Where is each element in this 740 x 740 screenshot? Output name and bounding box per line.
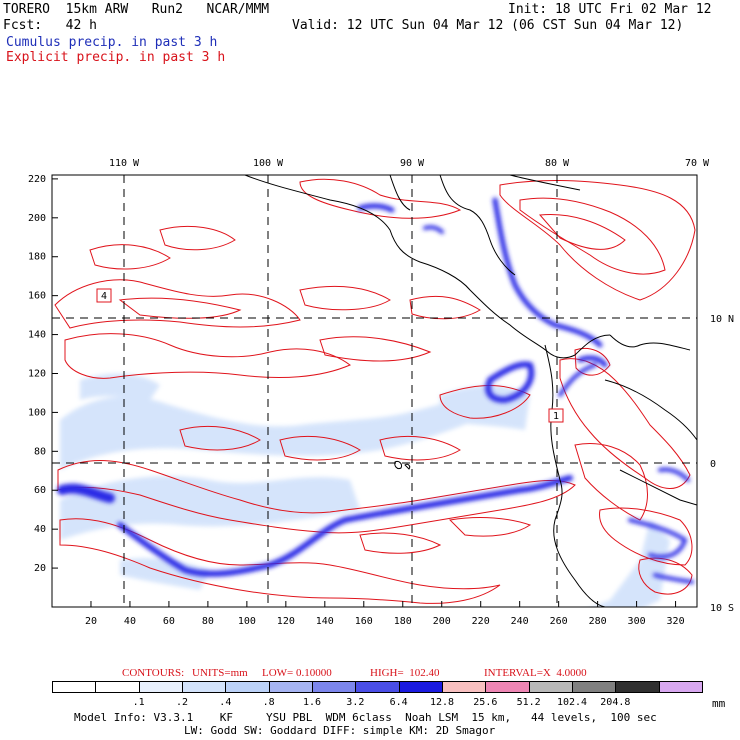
lon-label-90w: 90 W — [400, 158, 425, 169]
x-tick-label: 60 — [163, 616, 175, 627]
contour-units: UNITS=mm — [192, 667, 248, 679]
lon-label-80w: 80 W — [545, 158, 570, 169]
x-tick-label: 320 — [667, 616, 685, 627]
colorbar-label: .4 — [219, 697, 232, 708]
contour-interval: INTERVAL=X 4.0000 — [484, 667, 587, 679]
x-tick-label: 300 — [628, 616, 646, 627]
x-tick-label: 100 — [238, 616, 256, 627]
y-tick-label: 200 — [28, 213, 46, 224]
colorbar-swatch — [52, 681, 97, 693]
x-tick-label: 240 — [511, 616, 529, 627]
y-tick-label: 120 — [28, 368, 46, 379]
station-label-4: 4 — [101, 291, 107, 302]
contour-high: HIGH= 102.40 — [370, 667, 440, 679]
cumulus-legend-label: Cumulus precip. in past 3 h — [6, 35, 218, 50]
map-frame — [51, 174, 698, 608]
contour-low: LOW= 0.10000 — [262, 667, 332, 679]
lon-label-100w: 100 W — [253, 158, 284, 169]
colorbar-swatch — [95, 681, 140, 693]
y-tick-label: 40 — [34, 524, 46, 535]
colorbar-swatch — [442, 681, 487, 693]
colorbar-label: .2 — [175, 697, 189, 708]
colorbar-swatch — [658, 681, 703, 693]
explicit-legend-label: Explicit precip. in past 3 h — [6, 50, 226, 65]
x-tick-label: 140 — [316, 616, 334, 627]
x-tick-label: 40 — [124, 616, 136, 627]
colorbar-label: 204.8 — [600, 697, 631, 708]
colorbar-label: .8 — [262, 697, 275, 708]
station-box-4 — [96, 288, 112, 303]
colorbar-label: 102.4 — [556, 697, 588, 708]
lat-label-eq: 0 — [710, 459, 716, 470]
y-tick-label: 80 — [34, 446, 46, 457]
cumulus-precip-heavy — [57, 197, 694, 584]
station-box-1 — [548, 408, 564, 423]
colorbar-swatch — [182, 681, 227, 693]
init-time: Init: 18 UTC Fri 02 Mar 12 — [508, 2, 712, 17]
x-tick-label: 180 — [394, 616, 412, 627]
x-tick-label: 200 — [433, 616, 451, 627]
x-tick-label: 20 — [85, 616, 97, 627]
y-tick-label: 20 — [34, 563, 46, 574]
x-tick-label: 280 — [589, 616, 607, 627]
colorbar-swatch — [312, 681, 357, 693]
graticule — [52, 175, 697, 607]
colorbar-label: 3.2 — [346, 697, 365, 708]
x-tick-label: 80 — [202, 616, 214, 627]
colorbar-label: 1.6 — [302, 697, 322, 708]
valid-time: Valid: 12 UTC Sun 04 Mar 12 (06 CST Sun … — [292, 18, 684, 33]
cumulus-precip-light — [60, 373, 670, 607]
x-tick-label: 120 — [277, 616, 295, 627]
colorbar-label: 6.4 — [389, 697, 408, 708]
x-tick-label: 220 — [472, 616, 490, 627]
model-physics: LW: Godd SW: Goddard DIFF: simple KM: 2D… — [184, 724, 496, 737]
lat-label-10s: 10 S — [710, 603, 734, 614]
colorbar-swatch — [398, 681, 443, 693]
forecast-hour: Fcst: 42 h — [3, 18, 97, 33]
colorbar-unit: mm — [712, 697, 726, 710]
colorbar-label: .1 — [132, 697, 145, 708]
x-tick-label: 160 — [355, 616, 373, 627]
y-grid-index-ticks: 20 40 60 80 100 120 140 160 180 200 220 — [28, 174, 58, 574]
colorbar-label: 51.2 — [516, 697, 541, 708]
x-tick-label: 260 — [550, 616, 568, 627]
colorbar-swatch — [268, 681, 313, 693]
station-label-1: 1 — [553, 411, 559, 422]
x-grid-index-ticks: 20 40 60 80 100 120 140 160 180 200 220 240 260 280 30… — [85, 601, 685, 627]
lon-label-110w: 110 W — [109, 158, 140, 169]
model-title: TORERO 15km ARW Run2 NCAR/MMM — [3, 2, 270, 17]
y-tick-label: 180 — [28, 252, 46, 263]
y-tick-label: 60 — [34, 485, 46, 496]
colorbar-swatch — [572, 681, 617, 693]
lat-label-10n: 10 N — [710, 314, 734, 325]
y-tick-label: 100 — [28, 407, 46, 418]
y-tick-label: 160 — [28, 291, 46, 302]
colorbar-swatch — [615, 681, 660, 693]
y-tick-label: 220 — [28, 174, 46, 185]
lon-label-70w: 70 W — [685, 158, 710, 169]
y-tick-label: 140 — [28, 330, 46, 341]
contour-title: CONTOURS: — [122, 667, 185, 679]
explicit-precip-contours — [54, 178, 696, 604]
colorbar-swatch — [355, 681, 400, 693]
colorbar-swatch — [528, 681, 573, 693]
colorbar-label: 12.8 — [429, 697, 455, 708]
colorbar-swatch — [485, 681, 530, 693]
colorbar-swatch — [225, 681, 270, 693]
coastlines — [244, 175, 697, 607]
model-info: Model Info: V3.3.1 KF YSU PBL WDM 6class… — [74, 711, 657, 724]
colorbar-label: 25.6 — [473, 697, 498, 708]
colorbar-swatch — [138, 681, 183, 693]
